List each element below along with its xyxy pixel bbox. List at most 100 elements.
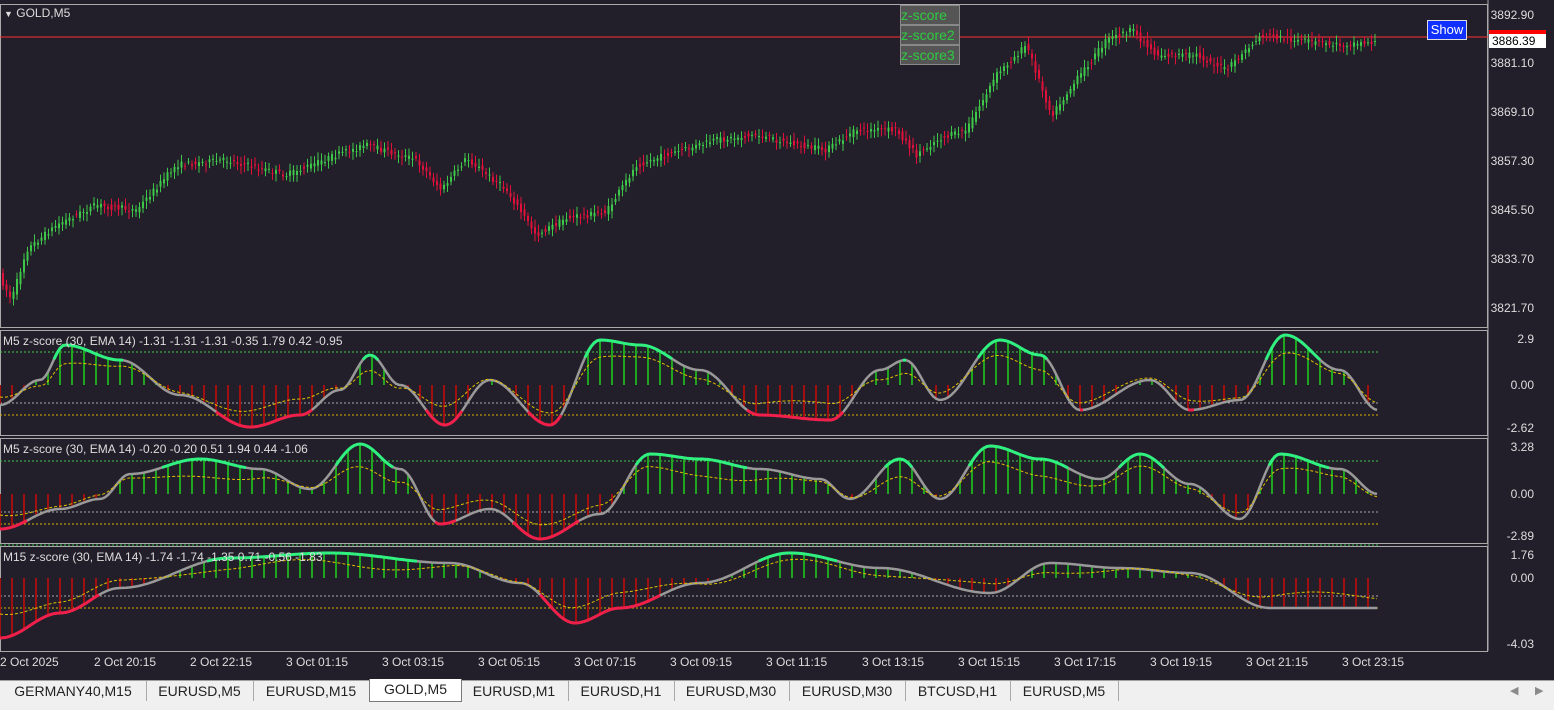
candle-body — [76, 214, 78, 215]
indicator-3-tick: 0.00 — [1511, 571, 1534, 585]
tab-eurusd-h1[interactable]: EURUSD,H1 — [568, 681, 675, 701]
tab-scroll-left-icon[interactable]: ◀ — [1510, 684, 1518, 697]
tab-germany40-m15[interactable]: GERMANY40,M15 — [0, 681, 147, 701]
candle-body — [552, 225, 554, 230]
candle-body — [1276, 34, 1278, 39]
candle-body — [191, 164, 193, 166]
candle-body — [737, 138, 739, 140]
tab-eurusd-m5[interactable]: EURUSD,M5 — [146, 681, 254, 701]
price-tick: 3833.70 — [1491, 252, 1534, 266]
tab-scroll-right-icon[interactable]: ▶ — [1535, 684, 1543, 697]
candle-body — [205, 164, 207, 165]
candle-body — [149, 197, 151, 199]
candle-body — [1122, 32, 1124, 33]
tab-btcusd-h1[interactable]: BTCUSD,H1 — [905, 681, 1011, 701]
chart-window[interactable]: ▼ GOLD,M5 z-score z-score2 z-score3 Show… — [0, 0, 1554, 680]
show-button[interactable]: Show — [1427, 20, 1467, 40]
tab-eurusd-m1[interactable]: EURUSD,M1 — [460, 681, 569, 701]
candle-body — [804, 143, 806, 148]
current-price-tag: 3886.39 — [1489, 34, 1546, 48]
candle-body — [1311, 40, 1313, 41]
candle-body — [797, 141, 799, 143]
zscore-button-1[interactable]: z-score — [900, 5, 960, 25]
candle-body — [1024, 46, 1026, 53]
candle-body — [870, 129, 872, 131]
candle-body — [1154, 48, 1156, 55]
indicator-1-extreme-segment — [363, 355, 378, 360]
candle-body — [849, 134, 851, 137]
candle-body — [947, 135, 949, 137]
candle-body — [639, 164, 641, 167]
candle-body — [226, 162, 228, 163]
tab-eurusd-m30[interactable]: EURUSD,M30 — [673, 681, 790, 701]
candle-body — [1049, 101, 1051, 110]
candle-body — [916, 150, 918, 158]
candle-body — [342, 152, 344, 153]
price-tick: 3869.10 — [1491, 105, 1534, 119]
zscore-button-2[interactable]: z-score2 — [900, 25, 960, 45]
candle-body — [664, 157, 666, 158]
candle-body — [387, 148, 389, 150]
candle-body — [219, 160, 221, 161]
candle-body — [153, 189, 155, 196]
candle-body — [1094, 54, 1096, 60]
candle-body — [132, 209, 134, 211]
candle-body — [412, 159, 414, 160]
candle-body — [923, 149, 925, 150]
price-tick: 3881.10 — [1491, 56, 1534, 70]
candle-body — [216, 161, 218, 162]
candle-body — [373, 144, 375, 145]
tab-eurusd-m30[interactable]: EURUSD,M30 — [789, 681, 906, 701]
candle-body — [1021, 47, 1023, 53]
candle-body — [1045, 90, 1047, 102]
candle-body — [1108, 38, 1110, 43]
candle-body — [1052, 111, 1054, 116]
candle-body — [1007, 66, 1009, 68]
candle-body — [1056, 106, 1058, 115]
candle-body — [380, 148, 382, 152]
symbol-title: ▼ GOLD,M5 — [4, 6, 70, 20]
candle-body — [1238, 59, 1240, 60]
candle-body — [69, 218, 71, 221]
candle-body — [492, 177, 494, 182]
time-tick: 2 Oct 20:15 — [94, 655, 156, 669]
candle-body — [268, 169, 270, 170]
candle-body — [692, 148, 694, 151]
candle-body — [349, 152, 351, 153]
collapse-triangle-icon[interactable]: ▼ — [4, 9, 13, 19]
candle-body — [1332, 46, 1334, 47]
candle-body — [842, 140, 844, 143]
candle-body — [240, 164, 242, 166]
candle-body — [954, 131, 956, 134]
candle-body — [1066, 94, 1068, 100]
candle-body — [1213, 65, 1215, 66]
time-tick: 3 Oct 07:15 — [574, 655, 636, 669]
candle-body — [1003, 66, 1005, 71]
candle-body — [1031, 53, 1033, 58]
time-tick: 3 Oct 13:15 — [862, 655, 924, 669]
candle-body — [1297, 40, 1299, 42]
candle-body — [615, 199, 617, 202]
tab-eurusd-m5[interactable]: EURUSD,M5 — [1010, 681, 1119, 701]
candle-body — [303, 167, 305, 169]
candle-body — [1133, 29, 1135, 31]
candle-body — [1255, 41, 1257, 42]
candle-body — [1364, 41, 1366, 44]
candle-body — [622, 185, 624, 190]
candle-body — [289, 171, 291, 176]
candle-body — [538, 233, 540, 236]
tab-eurusd-m15[interactable]: EURUSD,M15 — [253, 681, 370, 701]
candle-body — [58, 223, 60, 228]
candle-body — [324, 162, 326, 163]
candle-body — [429, 172, 431, 175]
candle-body — [1287, 36, 1289, 37]
indicator-2-tick: 0.00 — [1511, 487, 1534, 501]
candle-body — [783, 138, 785, 141]
candle-body — [321, 161, 323, 165]
candle-body — [902, 131, 904, 140]
candle-body — [107, 207, 109, 209]
candle-body — [97, 205, 99, 208]
tab-gold-m5[interactable]: GOLD,M5 — [369, 679, 462, 702]
candle-body — [275, 170, 277, 174]
zscore-button-3[interactable]: z-score3 — [900, 45, 960, 65]
